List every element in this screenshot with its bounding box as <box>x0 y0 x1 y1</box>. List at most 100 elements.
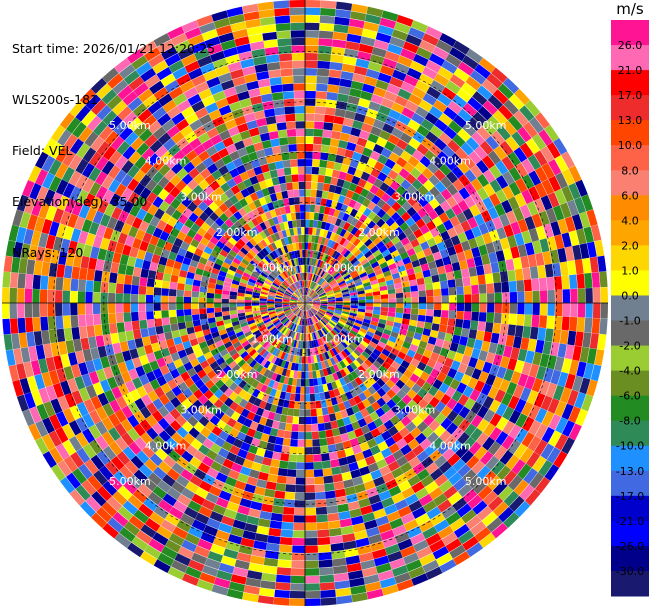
velocity-gate <box>347 430 357 440</box>
velocity-gate <box>314 113 325 122</box>
velocity-gate <box>348 332 356 339</box>
velocity-gate <box>280 335 286 343</box>
velocity-gate <box>176 365 187 375</box>
velocity-gate <box>302 303 305 311</box>
velocity-gate <box>402 313 411 320</box>
velocity-gate <box>345 321 354 328</box>
velocity-gate <box>108 427 121 442</box>
velocity-gate <box>305 492 316 500</box>
velocity-gate <box>422 526 438 540</box>
colorbar-tick-label: -30.0 <box>616 565 644 578</box>
velocity-gate <box>306 265 309 273</box>
velocity-gate <box>548 175 561 192</box>
velocity-gate <box>310 292 317 298</box>
velocity-gate <box>448 310 457 319</box>
velocity-gate <box>348 182 358 192</box>
velocity-gate <box>110 262 120 274</box>
velocity-gate <box>490 332 500 344</box>
velocity-gate <box>278 137 289 146</box>
velocity-gate <box>311 282 316 290</box>
velocity-gate <box>227 533 243 545</box>
velocity-gate <box>301 333 304 341</box>
velocity-gate <box>314 205 321 213</box>
velocity-gate <box>378 232 388 241</box>
velocity-gate <box>272 381 280 390</box>
velocity-gate <box>447 227 458 239</box>
start-time-text: Start time: 2026/01/21 12:20:25 <box>12 41 216 56</box>
velocity-gate <box>312 304 320 307</box>
velocity-gate <box>469 275 479 286</box>
velocity-gate <box>127 191 140 205</box>
velocity-gate <box>461 354 471 366</box>
velocity-gate <box>102 189 115 204</box>
velocity-gate <box>318 292 326 297</box>
velocity-gate <box>483 331 493 343</box>
velocity-gate <box>327 444 337 453</box>
velocity-gate <box>161 288 169 296</box>
velocity-gate <box>380 306 389 312</box>
velocity-gate <box>319 567 334 576</box>
velocity-gate <box>43 343 53 359</box>
velocity-gate <box>553 137 568 155</box>
velocity-gate <box>81 373 93 388</box>
velocity-gate <box>177 546 194 560</box>
velocity-gate <box>361 247 370 256</box>
velocity-gate <box>326 382 334 391</box>
velocity-gate <box>281 521 294 530</box>
velocity-gate <box>358 552 374 563</box>
velocity-gate <box>36 186 49 203</box>
velocity-gate <box>481 79 498 95</box>
velocity-gate <box>341 533 356 543</box>
velocity-gate <box>132 237 142 250</box>
velocity-gate <box>267 61 281 71</box>
velocity-gate <box>342 358 350 367</box>
velocity-gate <box>545 382 558 398</box>
velocity-gate <box>263 368 271 378</box>
velocity-gate <box>501 156 515 171</box>
velocity-gate <box>292 307 299 312</box>
velocity-gate <box>364 455 376 466</box>
velocity-gate <box>391 272 401 280</box>
elevation-text: Elevation(deg): 35.00 <box>12 194 148 209</box>
velocity-gate <box>392 145 404 157</box>
velocity-gate <box>437 525 454 540</box>
velocity-gate <box>282 336 288 344</box>
velocity-gate <box>270 315 278 321</box>
velocity-gate <box>335 218 342 227</box>
velocity-gate <box>286 345 291 354</box>
velocity-gate <box>572 244 582 261</box>
velocity-gate <box>138 220 150 232</box>
velocity-gate <box>326 292 334 296</box>
velocity-gate <box>314 284 320 291</box>
velocity-gate <box>343 400 352 410</box>
velocity-gate <box>433 361 444 372</box>
velocity-gate <box>240 441 251 452</box>
velocity-sectors <box>1 0 608 606</box>
velocity-gate <box>326 367 333 376</box>
velocity-gate <box>305 303 313 307</box>
velocity-gate <box>363 431 374 442</box>
velocity-gate <box>275 293 283 298</box>
velocity-gate <box>31 200 43 217</box>
velocity-gate <box>430 468 444 481</box>
velocity-gate <box>73 338 83 352</box>
velocity-gate <box>305 333 307 341</box>
velocity-gate <box>498 485 514 502</box>
velocity-gate <box>319 345 324 354</box>
velocity-gate <box>290 299 298 302</box>
velocity-gate <box>446 398 458 410</box>
velocity-gate <box>468 237 478 249</box>
velocity-gate <box>541 162 555 179</box>
velocity-gate <box>514 192 527 208</box>
velocity-gate <box>476 85 493 100</box>
velocity-gate <box>271 284 279 290</box>
velocity-gate <box>326 293 335 297</box>
velocity-gate <box>387 460 400 472</box>
velocity-gate <box>236 295 245 300</box>
velocity-gate <box>438 324 448 333</box>
velocity-gate <box>305 299 312 303</box>
velocity-gate <box>376 397 387 408</box>
velocity-gate <box>254 317 263 322</box>
velocity-gate <box>93 470 108 486</box>
velocity-gate <box>367 133 379 144</box>
